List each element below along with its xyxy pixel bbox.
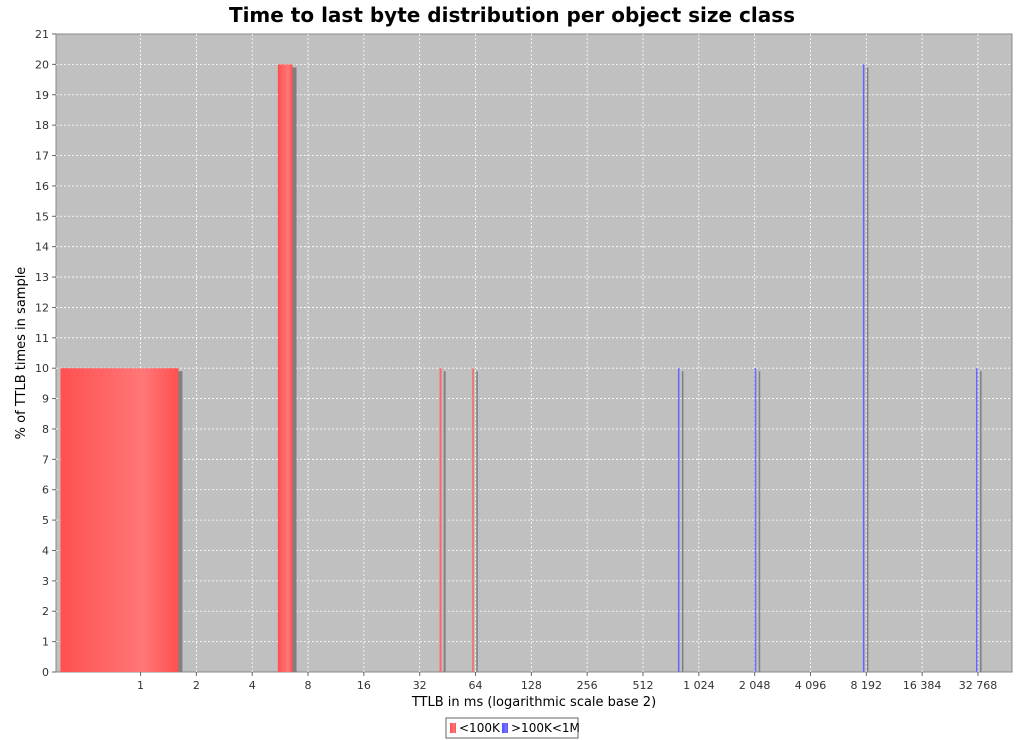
y-tick-label: 21 (35, 28, 49, 41)
y-tick-label: 13 (35, 271, 49, 284)
y-tick-label: 9 (42, 393, 49, 406)
bar-0 (277, 64, 293, 672)
bar-shadow (866, 67, 869, 672)
x-axis-label: TTLB in ms (logarithmic scale base 2) (411, 695, 656, 710)
bar-0 (439, 368, 442, 672)
bar-shadow (980, 371, 982, 672)
y-tick-label: 16 (35, 180, 49, 193)
bar-0 (60, 368, 179, 672)
x-tick-label: 4 096 (795, 679, 827, 692)
x-tick-label: 2 048 (739, 679, 771, 692)
y-tick-label: 7 (42, 453, 49, 466)
bar-shadow (681, 371, 684, 672)
y-tick-label: 18 (35, 119, 49, 132)
x-tick-label: 1 024 (683, 679, 715, 692)
y-tick-label: 14 (35, 241, 49, 254)
bar-shadow (443, 371, 446, 672)
x-tick-label: 16 384 (903, 679, 942, 692)
x-tick-label: 64 (469, 679, 483, 692)
y-tick-label: 8 (42, 423, 49, 436)
x-axis-ticks: 1 2 4 8 16 32 64 128 256 512 1 024 2 048 4 096 8 192 1… (137, 672, 997, 692)
y-tick-label: 6 (42, 484, 49, 497)
gridlines (56, 34, 1012, 672)
chart-title: Time to last byte distribution per objec… (229, 3, 795, 27)
y-tick-label: 2 (42, 605, 49, 618)
bar-1 (677, 368, 680, 672)
y-tick-label: 17 (35, 150, 49, 163)
x-tick-label: 16 (357, 679, 371, 692)
x-tick-label: 1 (137, 679, 144, 692)
y-tick-label: 20 (35, 58, 49, 71)
y-tick-label: 15 (35, 210, 49, 223)
plot-area (55, 33, 1013, 673)
y-axis-label: % of TTLB times in sample (14, 267, 29, 440)
x-tick-label: 2 (193, 679, 200, 692)
x-tick-label: 8 (305, 679, 312, 692)
y-tick-label: 1 (42, 636, 49, 649)
y-tick-label: 11 (35, 332, 49, 345)
y-tick-label: 4 (42, 544, 49, 557)
x-tick-label: 8 192 (851, 679, 883, 692)
x-tick-label: 256 (577, 679, 598, 692)
bar-shadow (476, 371, 478, 672)
y-tick-label: 0 (42, 666, 49, 679)
legend-label-1: >100K<1M (511, 721, 580, 735)
y-tick-label: 3 (42, 575, 49, 588)
x-tick-label: 32 768 (959, 679, 998, 692)
legend-label-0: <100K (459, 721, 501, 735)
y-tick-label: 19 (35, 89, 49, 102)
legend-box (445, 717, 579, 739)
legend-swatch-1 (502, 723, 508, 733)
y-tick-label: 10 (35, 362, 49, 375)
bars (60, 64, 978, 672)
y-tick-label: 12 (35, 301, 49, 314)
x-tick-label: 512 (633, 679, 654, 692)
x-tick-label: 32 (413, 679, 427, 692)
bar-0 (472, 368, 474, 672)
bar-1 (754, 368, 757, 672)
x-tick-label: 4 (249, 679, 256, 692)
legend-swatch-0 (450, 723, 456, 733)
bar-1 (862, 64, 865, 672)
bar-shadow (758, 371, 761, 672)
bar-1 (976, 368, 978, 672)
x-tick-label: 128 (521, 679, 542, 692)
y-tick-label: 5 (42, 514, 49, 527)
legend: <100K >100K<1M (445, 717, 580, 739)
